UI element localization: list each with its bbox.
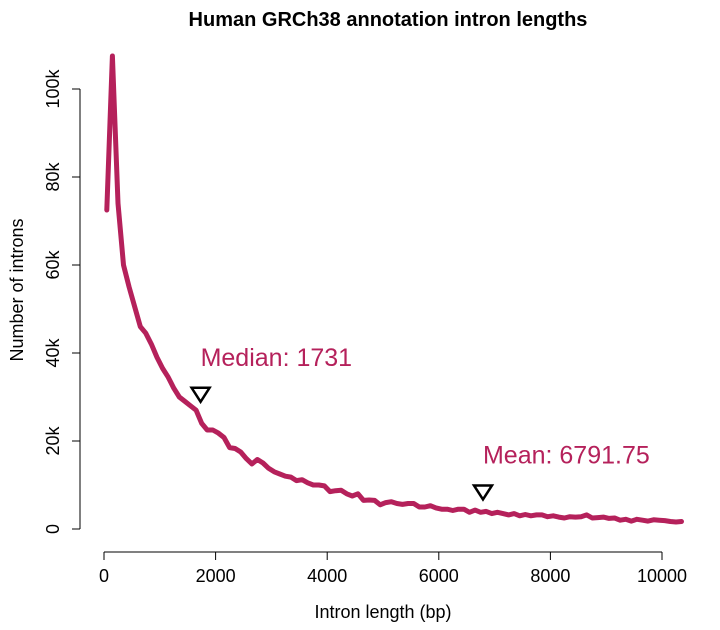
series-line-intron-counts [104,53,684,525]
annotation-label: Median: 1731 [201,344,353,372]
x-tick-label: 6000 [419,566,459,586]
x-tick-label: 2000 [196,566,236,586]
x-axis: 0 2000 4000 6000 8000 10000 [99,551,687,586]
x-tick-label: 10000 [637,566,687,586]
y-axis: 0 20k 40k 60k 80k 100k [43,68,81,534]
y-tick-label: 60k [43,249,63,279]
y-tick-label: 0 [43,524,63,534]
x-axis-label: Intron length (bp) [314,602,451,622]
annotation-label: Mean: 6791.75 [483,441,650,469]
annotation-marker [189,386,212,405]
x-tick-label: 8000 [530,566,570,586]
y-tick-label: 40k [43,337,63,367]
y-tick-label: 80k [43,161,63,191]
annotation-marker [471,484,495,502]
y-tick-label: 100k [43,68,63,108]
y-axis-label: Number of introns [7,218,27,361]
x-tick-label: 4000 [307,566,347,586]
chart-title: Human GRCh38 annotation intron lengths [189,9,588,31]
annotations: Median: 1731 Mean: 6791.75 [189,344,650,502]
y-tick-label: 20k [43,425,63,455]
x-tick-label: 0 [99,566,109,586]
